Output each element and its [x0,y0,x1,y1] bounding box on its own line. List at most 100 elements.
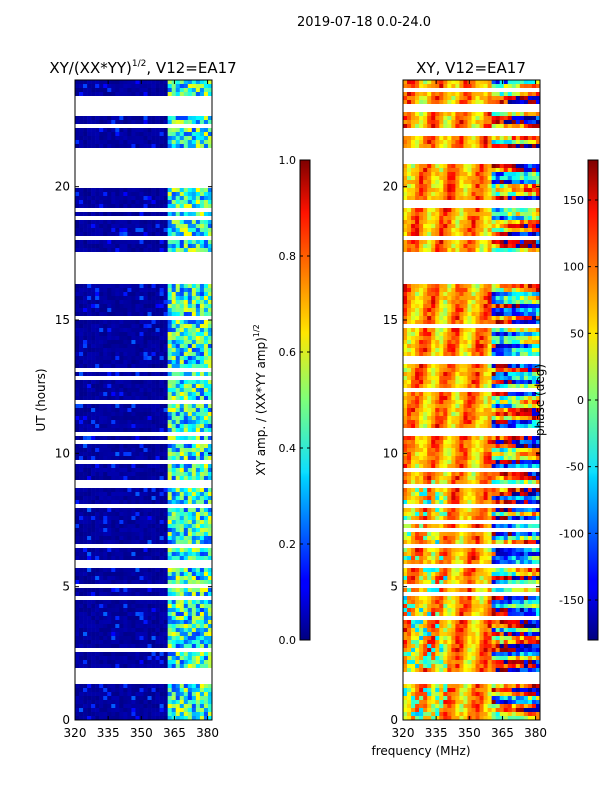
heatmap-cell [107,312,112,317]
heatmap-cell [179,304,185,309]
heatmap-cell [123,640,128,645]
heatmap-cell [175,320,181,325]
heatmap-cell [143,444,148,449]
heatmap-cell [415,240,420,245]
heatmap-cell [123,144,128,149]
heatmap-cell [195,580,201,585]
heatmap-cell [123,488,128,493]
heatmap-cell [79,88,84,93]
heatmap-cell [147,588,152,593]
heatmap-cell [143,636,148,641]
heatmap-cell [95,324,100,329]
heatmap-cell [535,120,540,125]
heatmap-cell [159,572,164,577]
heatmap-cell [179,600,185,605]
heatmap-cell [143,308,148,313]
heatmap-cell [159,576,164,581]
heatmap-cell [191,188,197,193]
heatmap-cell [467,244,472,249]
heatmap-cell [103,304,108,309]
heatmap-cell [159,472,164,477]
heatmap-cell [135,444,140,449]
heatmap-cell [87,692,92,697]
heatmap-cell [479,212,484,217]
heatmap-cell [115,224,120,229]
heatmap-cell [107,468,112,473]
heatmap-cell [115,696,120,701]
heatmap-cell [107,292,112,297]
heatmap-cell [167,128,173,133]
heatmap-cell [119,192,124,197]
heatmap-gap [75,672,212,677]
heatmap-cell [115,488,120,493]
heatmap-cell [183,704,189,709]
heatmap-cell [179,696,185,701]
heatmap-cell [403,164,408,169]
heatmap-cell [83,92,88,97]
heatmap-cell [175,468,181,473]
heatmap-cell [535,240,540,245]
heatmap-cell [99,624,104,629]
heatmap-cell [447,172,452,177]
heatmap-cell [507,188,513,193]
heatmap-cell [411,116,416,121]
heatmap-cell [83,656,88,661]
heatmap-cell [163,292,168,297]
heatmap-cell [207,396,212,401]
heatmap-cell [155,616,160,621]
heatmap-cell [447,188,452,193]
heatmap-cell [131,508,136,513]
heatmap-cell [195,712,201,717]
heatmap-cell [503,116,509,121]
heatmap-cell [171,644,177,649]
heatmap-cell [203,492,209,497]
heatmap-cell [443,168,448,173]
heatmap-cell [199,616,205,621]
heatmap-cell [135,408,140,413]
heatmap-cell [159,332,164,337]
heatmap-cell [135,388,140,393]
heatmap-cell [99,540,104,545]
heatmap-cell [135,688,140,693]
heatmap-cell [491,240,496,245]
heatmap-cell [511,124,517,129]
heatmap-cell [155,200,160,205]
heatmap-cell [155,344,160,349]
heatmap-cell [167,716,173,720]
heatmap-cell [135,116,140,121]
heatmap-cell [179,372,185,377]
heatmap-cell [463,224,468,229]
heatmap-cell [491,188,496,193]
heatmap-cell [411,92,416,97]
heatmap-cell [171,580,177,585]
heatmap-cell [155,536,160,541]
heatmap-cell [487,192,492,197]
heatmap-cell [167,448,173,453]
heatmap-cell [195,224,201,229]
heatmap-cell [531,196,537,201]
heatmap-cell [99,524,104,529]
heatmap-cell [171,344,177,349]
heatmap-cell [187,332,193,337]
heatmap-cell [99,616,104,621]
heatmap-cell [147,456,152,461]
heatmap-cell [199,600,205,605]
heatmap-cell [151,692,156,697]
heatmap-gap [75,680,212,685]
heatmap-cell [475,220,480,225]
heatmap-cell [103,656,108,661]
heatmap-cell [187,556,193,561]
heatmap-cell [119,512,124,517]
heatmap-cell [199,464,205,469]
heatmap-cell [91,380,96,385]
heatmap-cell [155,92,160,97]
heatmap-cell [151,292,156,297]
heatmap-cell [107,144,112,149]
heatmap-cell [151,232,156,237]
heatmap-cell [155,304,160,309]
heatmap-cell [107,364,112,369]
heatmap-cell [95,464,100,469]
heatmap-cell [187,388,193,393]
heatmap-cell [447,140,452,145]
heatmap-cell [139,636,144,641]
